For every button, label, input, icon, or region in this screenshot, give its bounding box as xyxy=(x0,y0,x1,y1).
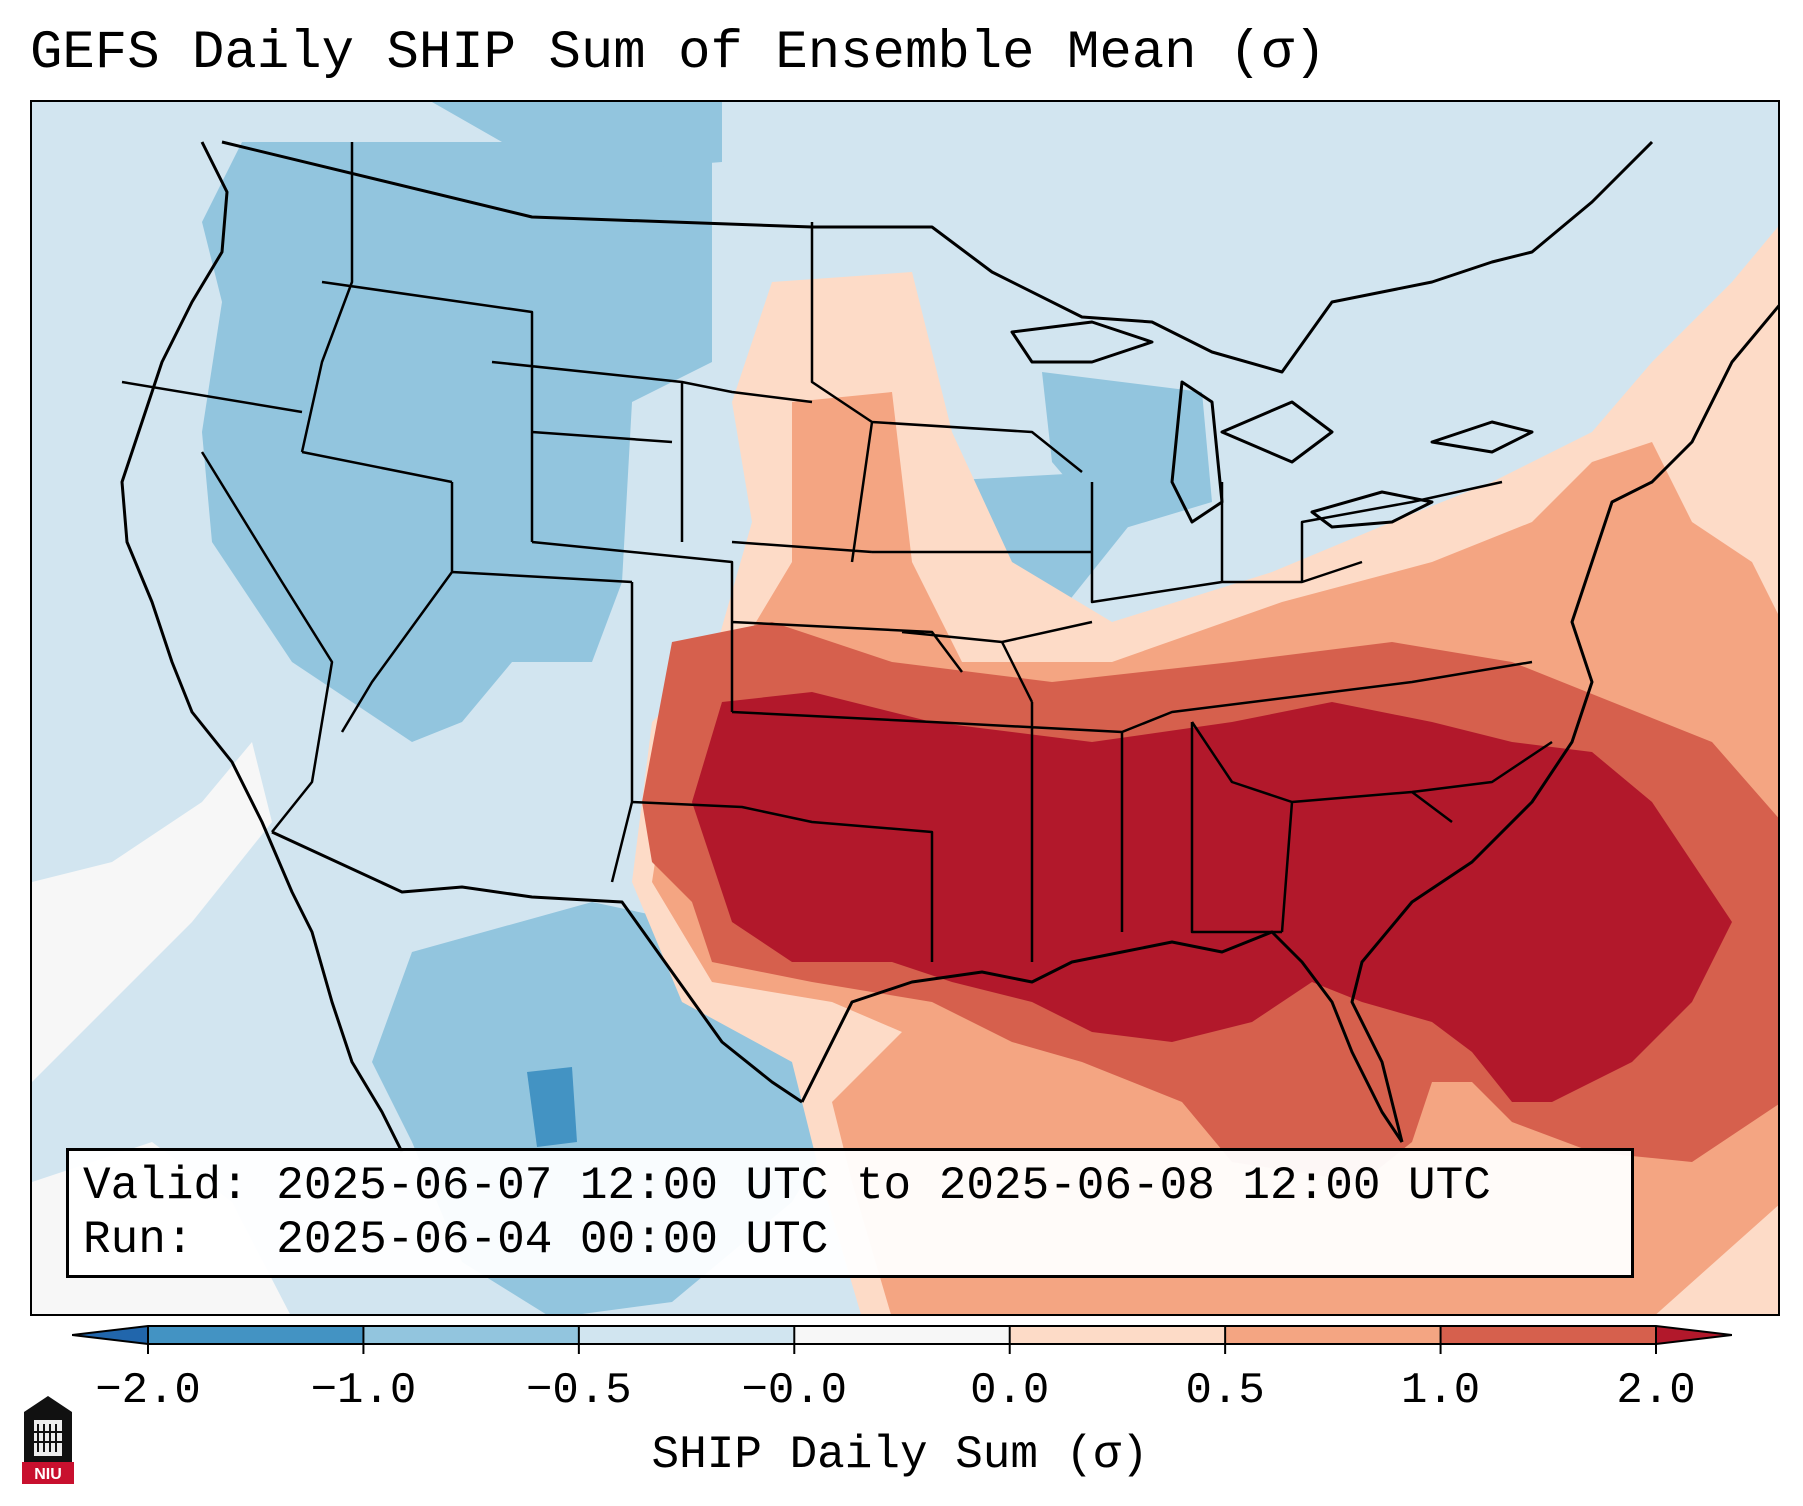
colorbar-tick-label: 0.0 xyxy=(970,1366,1050,1416)
pacific-coastline xyxy=(120,141,404,1153)
colorbar-tick-label: −0.5 xyxy=(526,1366,632,1416)
gulf-coastline xyxy=(800,930,1404,1143)
colorbar-tick-label: 1.0 xyxy=(1400,1366,1481,1416)
colorbar-bin xyxy=(578,1326,795,1344)
anomaly-map xyxy=(32,102,1778,1314)
colorbar-bin xyxy=(1440,1326,1657,1344)
map-panel xyxy=(30,100,1780,1316)
borders xyxy=(120,140,1778,1153)
run-value: 2025-06-04 00:00 UTC xyxy=(276,1214,829,1266)
field-strong-positive xyxy=(692,692,1732,1102)
field-negative-north xyxy=(432,102,722,172)
field-negative-greatlakes xyxy=(1042,372,1212,532)
field-negative-mexico-core xyxy=(527,1067,577,1147)
colorbar-under-arrow xyxy=(72,1326,148,1344)
colorbar-bin xyxy=(148,1326,364,1344)
colorbar-bin xyxy=(1225,1326,1442,1344)
colorbar-tick-label: −2.0 xyxy=(95,1366,201,1416)
colorbar-bin xyxy=(794,1326,1011,1344)
colorbar-bin xyxy=(363,1326,580,1344)
colorbar-tick-label: −1.0 xyxy=(310,1366,417,1416)
colorbar-tick-label: −0.0 xyxy=(741,1366,848,1416)
colorbar-over-arrow xyxy=(1656,1326,1732,1344)
atlantic-coastline xyxy=(1350,304,1778,1143)
valid-value: 2025-06-07 12:00 UTC to 2025-06-08 12:00… xyxy=(276,1160,1491,1212)
colorbar-bins xyxy=(148,1326,1657,1344)
state-lines xyxy=(121,142,1553,962)
colorbar-bin xyxy=(1009,1326,1226,1344)
colorbar-tick-label: 2.0 xyxy=(1616,1366,1696,1416)
run-label: Run: xyxy=(83,1214,194,1266)
niu-logo-text: NIU xyxy=(34,1466,62,1483)
valid-run-info-box: Valid: 2025-06-07 12:00 UTC to 2025-06-0… xyxy=(66,1148,1634,1278)
colorbar-label: SHIP Daily Sum (σ) xyxy=(651,1429,1149,1481)
mexico-border xyxy=(271,830,803,1104)
canada-border xyxy=(221,140,1654,374)
colorbar-tick-label: 0.5 xyxy=(1185,1366,1265,1416)
field-negative-west xyxy=(202,142,712,742)
field-near-zero-pacific xyxy=(32,742,272,1082)
great-lakes xyxy=(1010,320,1534,529)
colorbar-outline xyxy=(72,1325,1732,1345)
colorbar xyxy=(72,1325,1732,1354)
colorbar-ticks xyxy=(72,1325,1732,1354)
niu-logo: NIU xyxy=(22,1396,74,1484)
valid-label: Valid: xyxy=(83,1160,249,1212)
chart-title: GEFS Daily SHIP Sum of Ensemble Mean (σ) xyxy=(30,23,1327,84)
